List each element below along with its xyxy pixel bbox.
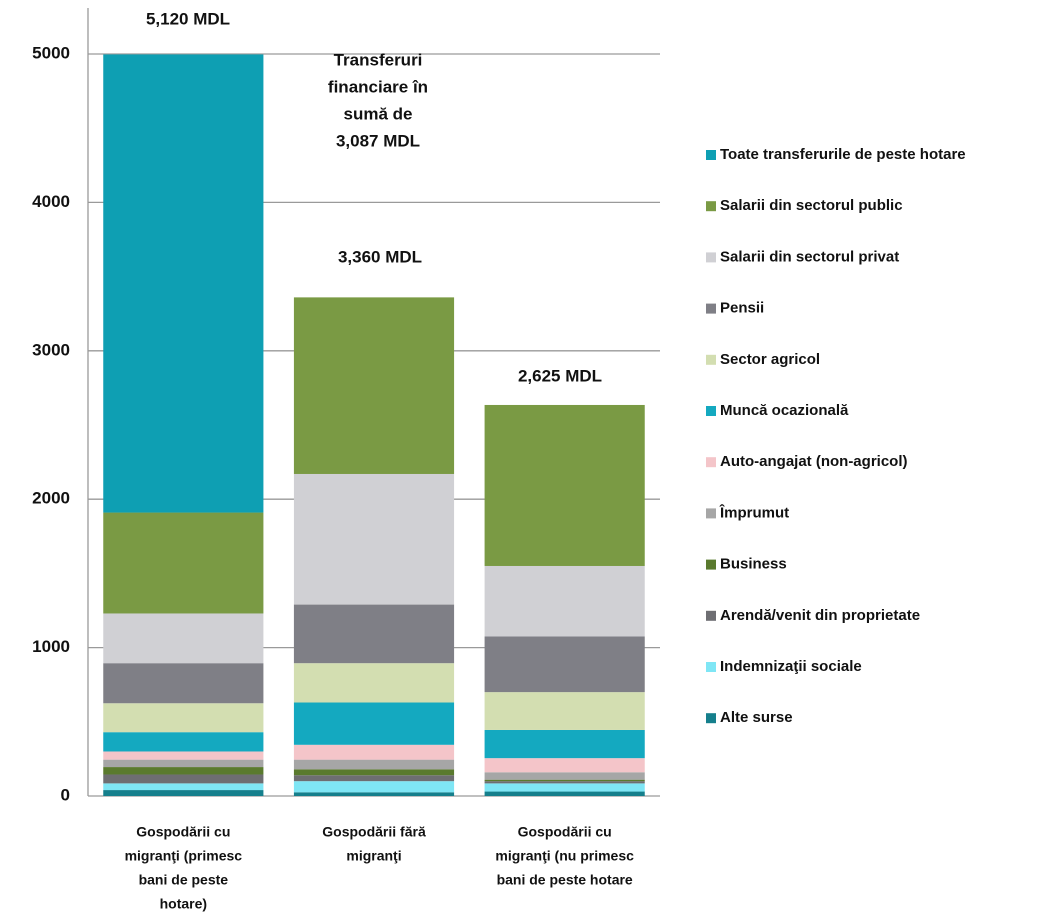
annotation: Transferuri [334,50,423,69]
bar-segment [484,636,645,693]
legend-label: Indemnizaţii sociale [720,658,862,675]
bar-segment [293,604,455,664]
legend-swatch [706,150,716,160]
x-tick-label: migranţi [346,848,401,864]
legend-swatch [706,508,716,519]
total-label: 3,360 MDL [338,247,422,266]
bar-segment [293,297,455,474]
legend-swatch [706,201,716,212]
legend-swatch [706,252,716,263]
bar-segment [103,512,264,614]
annotation: sumă de [344,104,413,123]
x-tick-label: hotare) [160,896,207,912]
bar-segment [484,781,645,784]
x-tick-label: migranţi (primesc [125,848,243,864]
bar-segment [103,759,264,768]
legend-swatch [706,559,716,570]
bar-segment [293,775,455,782]
legend-label: Pensii [720,300,764,317]
legend-label: Alte surse [720,709,793,726]
legend-swatch [706,662,716,672]
bar-segment [293,702,455,745]
legend-label: Business [720,556,787,573]
legend-swatch [706,457,716,468]
total-label: 2,625 MDL [518,366,602,385]
legend-label: Auto-angajat (non-agricol) [720,453,908,470]
bar-segment [103,54,264,513]
x-tick-label: migranţi (nu primesc [495,848,634,864]
x-tick-label: bani de peste hotare [497,872,633,888]
total-label: 5,120 MDL [146,9,230,28]
legend-swatch [706,303,716,314]
legend-label: Împrumut [719,503,789,521]
bar-segment [103,774,264,784]
bar-segment [293,663,455,703]
legend-swatch [706,354,716,365]
y-tick-label: 0 [61,785,70,804]
bar-segment [293,792,455,796]
bar-segment [484,772,645,780]
bar-segment [293,781,455,793]
y-tick-label: 5000 [32,43,70,62]
bar-segment [103,783,264,791]
x-tick-label: Gospodării fără [322,824,426,840]
bar-segment [293,744,455,760]
y-tick-label: 1000 [32,637,70,656]
bar-segment [103,732,264,752]
bar-segment [103,790,264,796]
bar-segment [103,767,264,775]
bar-segment [484,729,645,759]
y-tick-label: 4000 [32,192,70,211]
bar-segment [103,613,264,664]
annotation: 3,087 MDL [336,131,420,150]
bar-segment [484,779,645,782]
bar-segment [103,703,264,733]
x-tick-label: Gospodării cu [518,824,612,840]
bar-segment [293,769,455,776]
annotation: financiare în [328,77,428,96]
bar-segment [103,751,264,760]
x-tick-label: bani de peste [139,872,229,888]
legend-swatch [706,406,716,416]
legend-label: Muncă ocazională [720,402,849,419]
bar-segment [293,473,455,605]
bar-segment [484,783,645,792]
y-tick-label: 3000 [32,340,70,359]
bar-segment [103,663,264,704]
bar-segment [484,404,645,566]
legend-label: Salarii din sectorul public [720,197,903,214]
legend-label: Sector agricol [720,351,820,368]
legend-swatch [706,610,716,621]
legend-label: Toate transferurile de peste hotare [720,146,966,163]
x-tick-label: Gospodării cu [136,824,230,840]
bar-segment [293,759,455,770]
bar-segment [484,758,645,773]
legend-label: Salarii din sectorul privat [720,248,899,265]
y-tick-label: 2000 [32,489,70,508]
bar-segment [484,565,645,637]
bar-segment [484,791,645,796]
legend-label: Arendă/venit din proprietate [720,607,920,624]
bar-segment [484,692,645,730]
legend-swatch [706,713,716,724]
